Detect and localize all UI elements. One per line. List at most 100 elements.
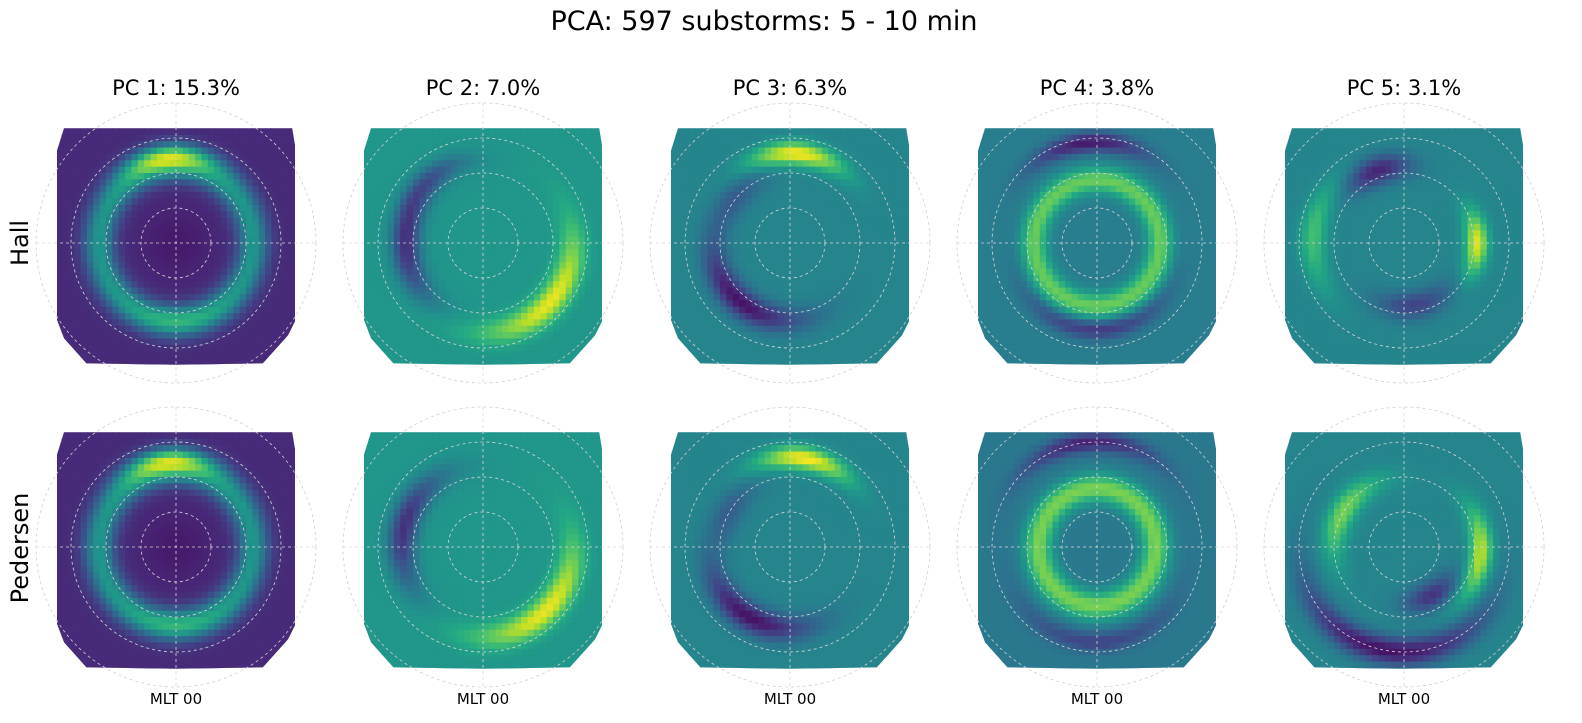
heatmap-cell bbox=[80, 166, 88, 174]
heatmap-cell bbox=[463, 153, 471, 161]
heatmap-cell bbox=[131, 185, 139, 193]
heatmap-cell bbox=[688, 357, 696, 365]
heatmap-cell bbox=[521, 160, 529, 168]
heatmap-cell bbox=[349, 358, 356, 365]
heatmap-cell bbox=[252, 109, 259, 116]
heatmap-cell bbox=[233, 268, 241, 276]
heatmap-cell bbox=[700, 192, 708, 200]
heatmap-cell bbox=[265, 332, 273, 340]
panel-title: PC 2: 7.0% bbox=[426, 76, 540, 100]
heatmap-cell bbox=[713, 192, 721, 200]
heatmap-cell bbox=[150, 357, 158, 365]
heatmap-cell bbox=[86, 198, 94, 206]
heatmap-cell bbox=[476, 363, 484, 365]
heatmap-cell bbox=[777, 103, 784, 110]
heatmap-cell bbox=[720, 243, 727, 250]
heatmap-cell bbox=[694, 223, 702, 231]
heatmap-cell bbox=[112, 313, 120, 320]
heatmap-cell bbox=[80, 179, 88, 187]
heatmap-cell bbox=[214, 153, 222, 161]
heatmap-cell bbox=[290, 160, 296, 168]
heatmap-cell bbox=[214, 249, 222, 257]
heatmap-cell bbox=[483, 179, 490, 187]
heatmap-cell bbox=[246, 313, 253, 320]
heatmap-cell bbox=[578, 236, 586, 244]
heatmap-cell bbox=[796, 160, 804, 168]
heatmap-cell bbox=[802, 160, 810, 168]
heatmap-cell bbox=[578, 217, 586, 225]
heatmap-cell bbox=[363, 243, 370, 250]
heatmap-cell bbox=[169, 128, 177, 130]
heatmap-cell bbox=[226, 223, 234, 231]
heatmap-cell bbox=[387, 204, 395, 212]
heatmap-cell bbox=[578, 166, 586, 174]
heatmap-cell bbox=[610, 294, 617, 301]
heatmap-cell bbox=[278, 377, 285, 384]
heatmap-cell bbox=[457, 249, 465, 257]
heatmap-cell bbox=[61, 370, 68, 377]
heatmap-cell bbox=[566, 370, 573, 377]
heatmap-cell bbox=[400, 281, 408, 289]
heatmap-cell bbox=[688, 351, 696, 359]
heatmap-cell bbox=[220, 134, 228, 142]
heatmap-cell bbox=[118, 274, 126, 282]
heatmap-cell bbox=[106, 300, 113, 308]
heatmap-cell bbox=[144, 204, 152, 212]
heatmap-cell bbox=[533, 198, 541, 206]
heatmap-cell bbox=[502, 134, 510, 142]
heatmap-cell bbox=[381, 128, 389, 136]
heatmap-cell bbox=[42, 262, 49, 269]
heatmap-cell bbox=[584, 185, 592, 193]
heatmap-cell bbox=[483, 319, 490, 327]
heatmap-cell bbox=[470, 281, 478, 289]
heatmap-cell bbox=[112, 160, 120, 168]
heatmap-cell bbox=[74, 166, 82, 174]
heatmap-cell bbox=[144, 351, 152, 359]
heatmap-cell bbox=[521, 281, 529, 289]
heatmap-cell bbox=[80, 319, 88, 327]
heatmap-cell bbox=[790, 281, 797, 289]
heatmap-cell bbox=[670, 211, 677, 219]
heatmap-cell bbox=[777, 204, 785, 212]
heatmap-cell bbox=[246, 230, 253, 238]
heatmap-cell bbox=[68, 377, 75, 384]
heatmap-cell bbox=[476, 204, 484, 212]
heatmap-cell bbox=[220, 173, 228, 180]
heatmap-cell bbox=[400, 313, 408, 320]
heatmap-cell bbox=[374, 255, 382, 263]
heatmap-cell bbox=[540, 306, 548, 314]
heatmap-cell bbox=[521, 357, 529, 365]
heatmap-cell bbox=[700, 287, 708, 295]
heatmap-cell bbox=[770, 351, 778, 359]
heatmap-cell bbox=[176, 160, 183, 168]
heatmap-cell bbox=[201, 166, 209, 174]
heatmap-cell bbox=[425, 351, 433, 359]
heatmap-cell bbox=[508, 223, 516, 231]
heatmap-cell bbox=[688, 204, 696, 212]
heatmap-cell bbox=[381, 223, 389, 231]
heatmap-cell bbox=[476, 128, 484, 136]
heatmap-cell bbox=[310, 338, 317, 345]
heatmap-cell bbox=[195, 223, 203, 231]
heatmap-cell bbox=[656, 249, 663, 256]
heatmap-cell bbox=[74, 255, 82, 263]
heatmap-cell bbox=[163, 313, 171, 320]
heatmap-cell bbox=[182, 268, 190, 276]
heatmap-cell bbox=[610, 313, 617, 320]
heatmap-cell bbox=[425, 325, 433, 333]
heatmap-cell bbox=[387, 236, 395, 244]
heatmap-cell bbox=[476, 179, 484, 187]
heatmap-cell bbox=[707, 192, 715, 200]
heatmap-cell bbox=[265, 377, 272, 384]
heatmap-cell bbox=[770, 249, 778, 257]
heatmap-cell bbox=[604, 116, 611, 123]
heatmap-cell bbox=[226, 357, 234, 365]
heatmap-cell bbox=[578, 281, 586, 289]
heatmap-cell bbox=[144, 223, 152, 231]
heatmap-cell bbox=[42, 326, 49, 333]
heatmap-cell bbox=[349, 141, 356, 148]
heatmap-cell bbox=[368, 179, 376, 187]
heatmap-cell bbox=[55, 377, 62, 384]
heatmap-cell bbox=[670, 249, 677, 257]
heatmap-cell bbox=[495, 128, 503, 136]
